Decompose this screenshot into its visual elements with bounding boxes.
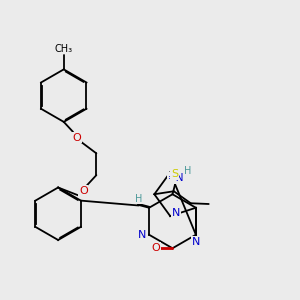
Text: H: H [184,166,191,176]
Text: O: O [73,133,81,142]
Text: S: S [171,169,178,179]
Text: N: N [138,230,146,240]
Text: H: H [135,194,142,204]
Text: =N: =N [168,173,184,183]
Text: N: N [192,237,200,247]
Text: CH₃: CH₃ [55,44,73,54]
Text: O: O [79,186,88,196]
Text: N: N [172,208,181,218]
Text: O: O [151,243,160,253]
